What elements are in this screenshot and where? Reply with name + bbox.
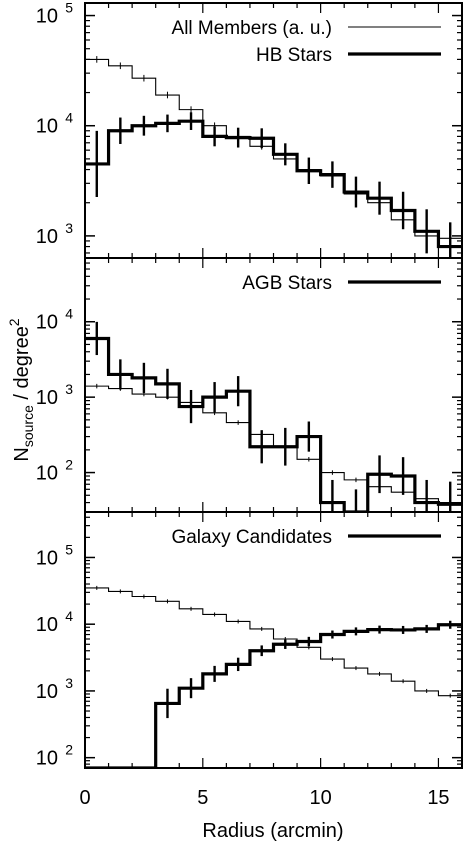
y-tick-label: 10 (36, 463, 58, 485)
legend-label: HB Stars (256, 45, 332, 66)
series-line (85, 587, 462, 697)
series-line (85, 336, 462, 512)
panel-frame (84, 257, 463, 513)
y-tick-label-exponent: 4 (65, 608, 73, 624)
y-tick-label: 10 (36, 748, 58, 770)
x-tick-label: 0 (79, 787, 90, 809)
y-tick-label-exponent: 5 (65, 0, 73, 16)
y-axis-label-main: N (11, 447, 33, 461)
legend-label: Galaxy Candidates (171, 527, 332, 548)
series-thick (85, 321, 462, 512)
y-tick-label-exponent: 5 (65, 541, 73, 557)
series-thin (85, 585, 462, 698)
x-tick-label: 15 (427, 787, 449, 809)
y-tick-label: 10 (36, 312, 58, 334)
panel-1: 10 3 10 4 10 5 All Members (a. u.) HB Stars (36, 0, 463, 259)
y-axis-label-middle: / degree (11, 326, 33, 405)
y-tick-label-exponent: 2 (65, 742, 73, 758)
series-line (85, 119, 462, 249)
panel-frame (84, 511, 463, 769)
y-tick-label-exponent: 3 (65, 220, 73, 236)
series-line (85, 623, 462, 768)
y-tick-label-exponent: 3 (65, 675, 73, 691)
y-tick-label: 10 (36, 387, 58, 409)
y-tick-label: 10 (36, 681, 58, 703)
y-tick-label: 10 (36, 116, 58, 138)
x-tick-label: 10 (310, 787, 332, 809)
svg-text:Nsource / degree2: Nsource / degree2 (6, 318, 36, 461)
series-line (85, 385, 462, 504)
y-axis-label: Nsource / degree2 (6, 318, 36, 461)
series-thick (85, 620, 462, 768)
y-axis-label-superscript: 2 (6, 318, 22, 326)
y-tick-label-exponent: 3 (65, 381, 73, 397)
y-tick-label: 10 (36, 226, 58, 248)
y-axis-label-subscript: source (20, 405, 36, 447)
x-axis-label: Radius (arcmin) (202, 820, 343, 842)
panel-3: 10 2 10 3 10 4 10 5 Galaxy Candidates 0 5 10 15 (36, 511, 463, 809)
y-tick-label-exponent: 2 (65, 457, 73, 473)
legend-label: AGB Stars (242, 273, 332, 294)
x-tick-label: 5 (197, 787, 208, 809)
panel-2: 10 2 10 3 10 4 AGB Stars (36, 257, 463, 513)
y-tick-label: 10 (36, 6, 58, 28)
legend-label: All Members (a. u.) (172, 18, 332, 39)
y-tick-label: 10 (36, 547, 58, 569)
y-tick-label-exponent: 4 (65, 306, 73, 322)
y-tick-label-exponent: 4 (65, 110, 73, 126)
series-thick (85, 112, 462, 258)
y-tick-label: 10 (36, 614, 58, 636)
series-thin (85, 383, 462, 505)
